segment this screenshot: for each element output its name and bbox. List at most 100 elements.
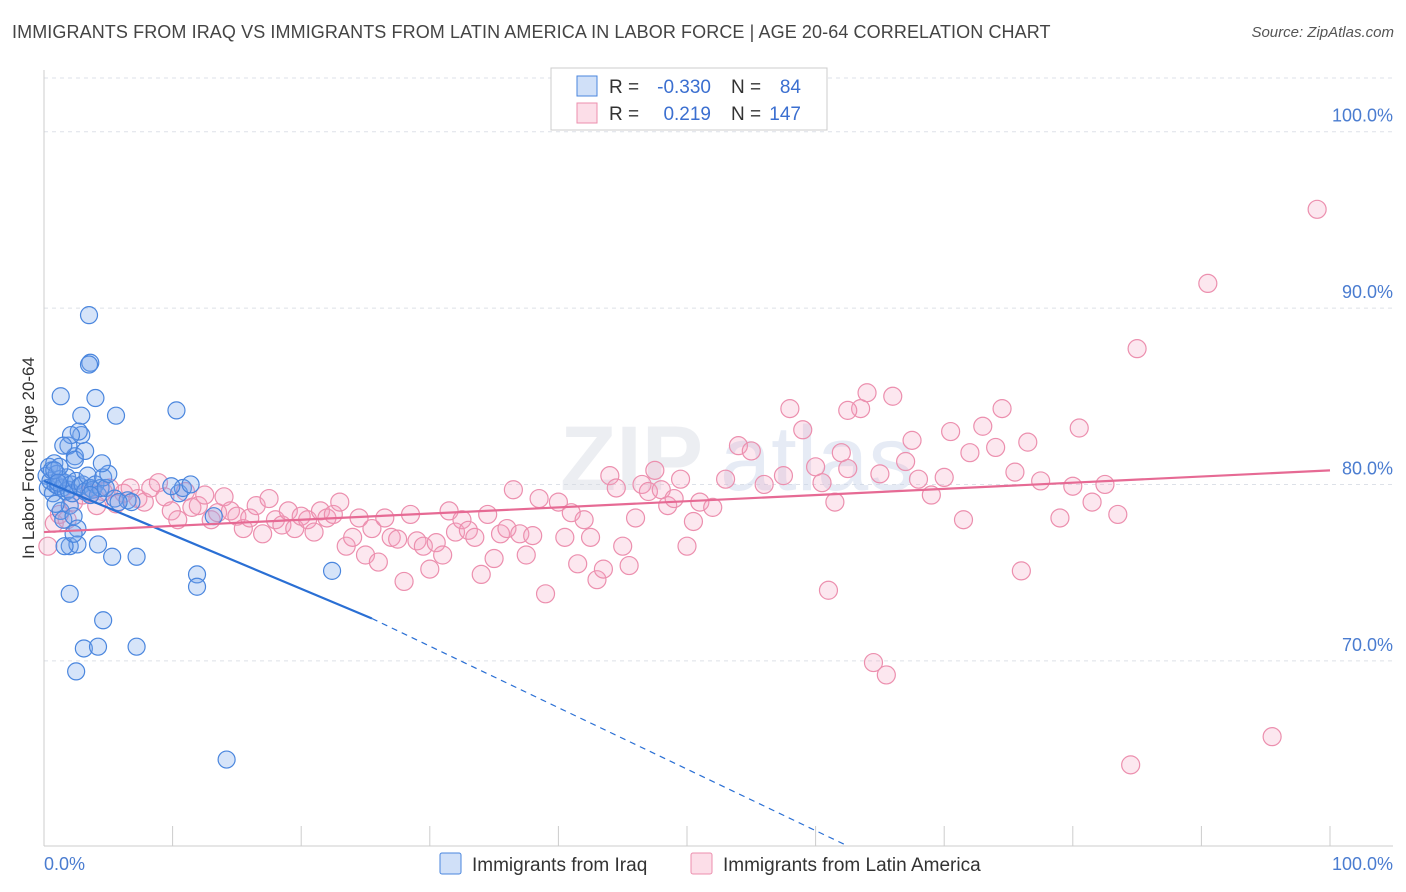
iraq-point-77 bbox=[217, 750, 236, 769]
latin-point-33 bbox=[259, 488, 279, 509]
latin-point-68 bbox=[484, 548, 504, 569]
latin-point-109 bbox=[812, 473, 832, 493]
latin-point-23 bbox=[195, 485, 215, 505]
latin-point-101 bbox=[715, 469, 736, 489]
iraq-point-51 bbox=[106, 406, 126, 425]
y-tick-labels: 100.0% 90.0% 80.0% 70.0% bbox=[1332, 106, 1393, 655]
iraq-point-53 bbox=[92, 454, 111, 473]
latin-point-129 bbox=[986, 437, 1006, 458]
latin-point-70 bbox=[497, 518, 517, 539]
legend-iraq-swatch bbox=[576, 75, 598, 97]
latin-point-26 bbox=[214, 487, 234, 507]
iraq-point-62 bbox=[127, 547, 146, 566]
iraq-point-36 bbox=[99, 464, 118, 483]
iraq-point-70 bbox=[187, 577, 207, 596]
latin-point-111 bbox=[825, 492, 845, 512]
iraq-points bbox=[37, 306, 342, 769]
latin-point-102 bbox=[728, 436, 749, 456]
iraq-point-40 bbox=[72, 406, 91, 425]
latin-point-97 bbox=[677, 536, 697, 556]
latin-point-98 bbox=[683, 511, 704, 532]
iraq-point-61 bbox=[103, 547, 122, 566]
latin-point-17 bbox=[155, 487, 175, 507]
legend-iraq-n-value: 84 bbox=[780, 77, 802, 98]
latin-point-141 bbox=[1121, 755, 1141, 775]
latin-point-67 bbox=[478, 504, 498, 525]
latin-point-73 bbox=[516, 545, 536, 565]
bottom-legend-latin-swatch bbox=[690, 852, 713, 875]
latin-point-78 bbox=[555, 527, 575, 547]
latin-point-84 bbox=[593, 559, 614, 579]
latin-point-59 bbox=[426, 533, 446, 553]
iraq-point-59 bbox=[88, 535, 108, 554]
series-legend: Immigrants from Iraq Immigrants from Lat… bbox=[439, 852, 981, 876]
latin-point-103 bbox=[741, 441, 761, 461]
latin-point-139 bbox=[1095, 474, 1115, 495]
latin-point-128 bbox=[973, 416, 993, 436]
latin-point-76 bbox=[535, 584, 556, 604]
latin-point-127 bbox=[960, 443, 980, 463]
iraq-point-75 bbox=[181, 475, 200, 494]
latin-point-71 bbox=[503, 480, 523, 500]
latin-point-104 bbox=[754, 474, 774, 495]
latin-point-121 bbox=[902, 430, 922, 450]
latin-point-83 bbox=[587, 570, 607, 590]
latin-point-116 bbox=[863, 652, 884, 673]
iraq-point-52 bbox=[79, 306, 99, 325]
latin-point-119 bbox=[883, 386, 903, 406]
legend-latin-swatch bbox=[576, 102, 598, 124]
latin-point-107 bbox=[793, 420, 813, 440]
latin-point-19 bbox=[168, 510, 188, 530]
iraq-point-82 bbox=[109, 492, 128, 512]
watermark-atlas: atlas bbox=[720, 408, 914, 510]
y-axis-title: In Labor Force | Age 20-64 bbox=[19, 357, 38, 559]
iraq-point-68 bbox=[67, 662, 86, 681]
iraq-point-78 bbox=[122, 492, 141, 512]
latin-point-69 bbox=[490, 524, 511, 544]
latin-point-49 bbox=[362, 518, 382, 539]
latin-point-53 bbox=[388, 529, 408, 549]
latin-point-81 bbox=[574, 510, 594, 530]
latin-point-85 bbox=[600, 466, 620, 486]
latin-point-51 bbox=[375, 508, 395, 528]
latin-point-105 bbox=[773, 466, 794, 486]
x-ticks bbox=[43, 826, 1331, 846]
latin-point-80 bbox=[568, 554, 588, 574]
latin-point-138 bbox=[1082, 492, 1102, 512]
latin-point-87 bbox=[613, 536, 633, 556]
latin-point-113 bbox=[838, 458, 858, 479]
latin-point-75 bbox=[529, 488, 549, 509]
trend-lines bbox=[43, 469, 1331, 847]
legend-iraq-r-label: R = bbox=[609, 77, 639, 98]
latin-point-56 bbox=[407, 531, 427, 551]
iraq-point-60 bbox=[55, 537, 74, 556]
y-tick-label-90: 90.0% bbox=[1342, 282, 1393, 302]
legend-latin-n-label: N = bbox=[731, 104, 761, 125]
iraq-point-63 bbox=[60, 584, 79, 603]
latin-point-143 bbox=[1198, 273, 1218, 293]
legend-latin-r-label: R = bbox=[609, 104, 639, 125]
latin-point-95 bbox=[664, 488, 684, 509]
iraq-point-72 bbox=[204, 507, 223, 526]
iraq-point-66 bbox=[88, 637, 108, 656]
iraq-point-39 bbox=[51, 387, 70, 406]
latin-point-132 bbox=[1011, 561, 1031, 581]
latin-point-100 bbox=[703, 497, 723, 517]
latin-point-145 bbox=[1307, 199, 1327, 219]
iraq-point-56 bbox=[167, 401, 186, 420]
legend-iraq-r-value: -0.330 bbox=[657, 77, 711, 98]
iraq-point-71 bbox=[322, 561, 342, 580]
latin-point-130 bbox=[992, 399, 1012, 419]
latin-point-142 bbox=[1127, 339, 1147, 359]
latin-point-54 bbox=[394, 571, 414, 592]
iraq-point-43 bbox=[76, 441, 95, 461]
latin-point-146 bbox=[838, 400, 858, 420]
latin-point-106 bbox=[780, 399, 800, 419]
latin-point-29 bbox=[233, 518, 253, 539]
latin-point-135 bbox=[1050, 508, 1070, 528]
latin-point-115 bbox=[857, 383, 877, 403]
latin-point-88 bbox=[619, 555, 639, 576]
x-tick-label-left: 0.0% bbox=[44, 854, 85, 874]
latin-point-126 bbox=[953, 510, 974, 530]
latin-point-50 bbox=[368, 552, 388, 572]
